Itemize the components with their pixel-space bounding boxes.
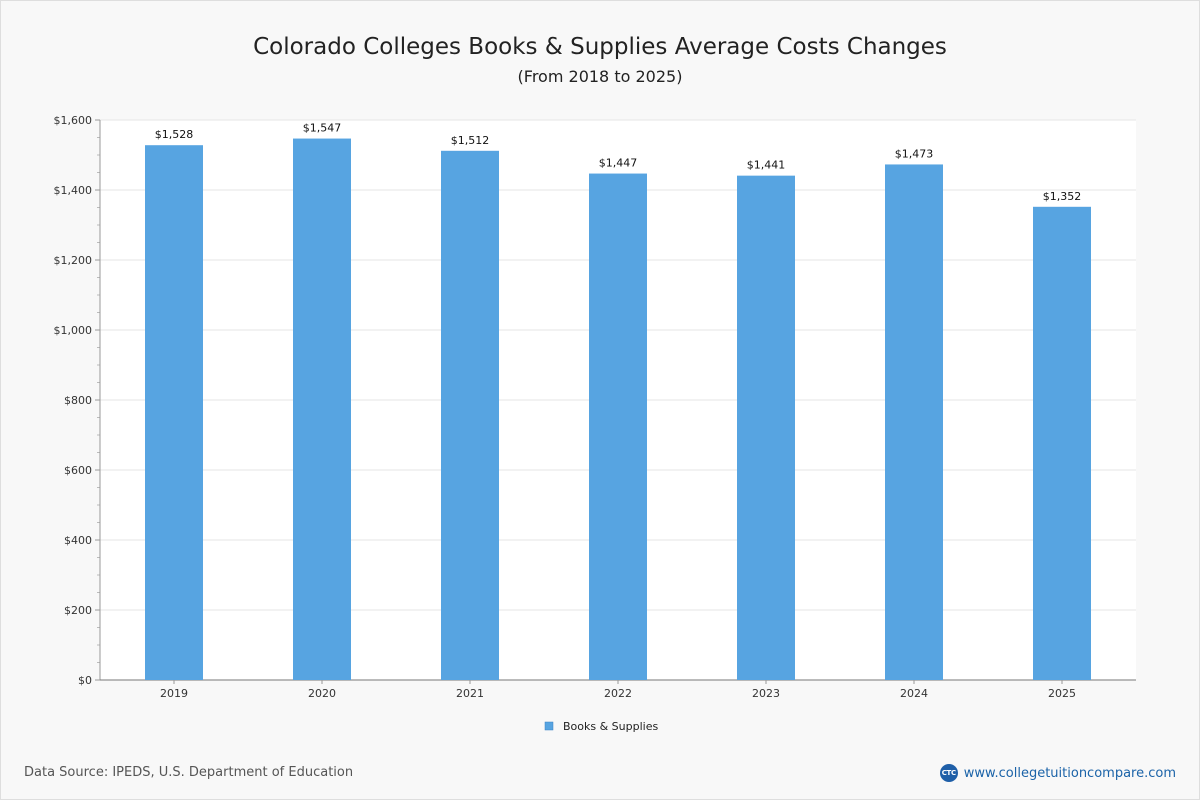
bar bbox=[293, 138, 351, 681]
x-tick-label: 2025 bbox=[1048, 687, 1076, 700]
data-source-note: Data Source: IPEDS, U.S. Department of E… bbox=[24, 765, 354, 780]
y-tick-label: $400 bbox=[64, 534, 92, 547]
brand-link[interactable]: CTC www.collegetuitioncompare.com bbox=[939, 764, 1176, 782]
x-tick-label: 2024 bbox=[900, 687, 928, 700]
y-tick-label: $1,000 bbox=[54, 324, 93, 337]
data-label: $1,352 bbox=[1043, 190, 1082, 203]
legend-swatch bbox=[544, 721, 554, 731]
x-tick-label: 2019 bbox=[160, 687, 188, 700]
bar bbox=[441, 150, 499, 681]
bar bbox=[1033, 206, 1091, 681]
brand-url: www.collegetuitioncompare.com bbox=[963, 765, 1176, 781]
bar bbox=[589, 173, 647, 681]
data-label: $1,473 bbox=[895, 147, 934, 160]
y-tick-label: $200 bbox=[64, 604, 92, 617]
y-tick-label: $600 bbox=[64, 464, 92, 477]
y-tick-label: $0 bbox=[78, 674, 92, 687]
y-tick-label: $1,200 bbox=[54, 254, 93, 267]
x-tick-label: 2022 bbox=[604, 687, 632, 700]
chart-subtitle: (From 2018 to 2025) bbox=[517, 67, 683, 86]
x-tick-label: 2020 bbox=[308, 687, 336, 700]
data-label: $1,528 bbox=[155, 128, 194, 141]
data-label: $1,447 bbox=[599, 157, 638, 170]
data-label: $1,441 bbox=[747, 159, 786, 172]
brand-logo-icon: CTC bbox=[939, 764, 958, 782]
bar bbox=[145, 145, 203, 680]
bar bbox=[737, 175, 795, 680]
y-tick-label: $1,600 bbox=[54, 114, 93, 127]
y-tick-label: $800 bbox=[64, 394, 92, 407]
x-tick-label: 2023 bbox=[752, 687, 780, 700]
y-tick-label: $1,400 bbox=[54, 184, 93, 197]
chart-title: Colorado Colleges Books & Supplies Avera… bbox=[253, 34, 947, 60]
data-label: $1,547 bbox=[303, 122, 342, 135]
legend-label: Books & Supplies bbox=[563, 720, 658, 733]
x-tick-label: 2021 bbox=[456, 687, 484, 700]
data-label: $1,512 bbox=[451, 134, 490, 147]
bar bbox=[885, 164, 943, 680]
